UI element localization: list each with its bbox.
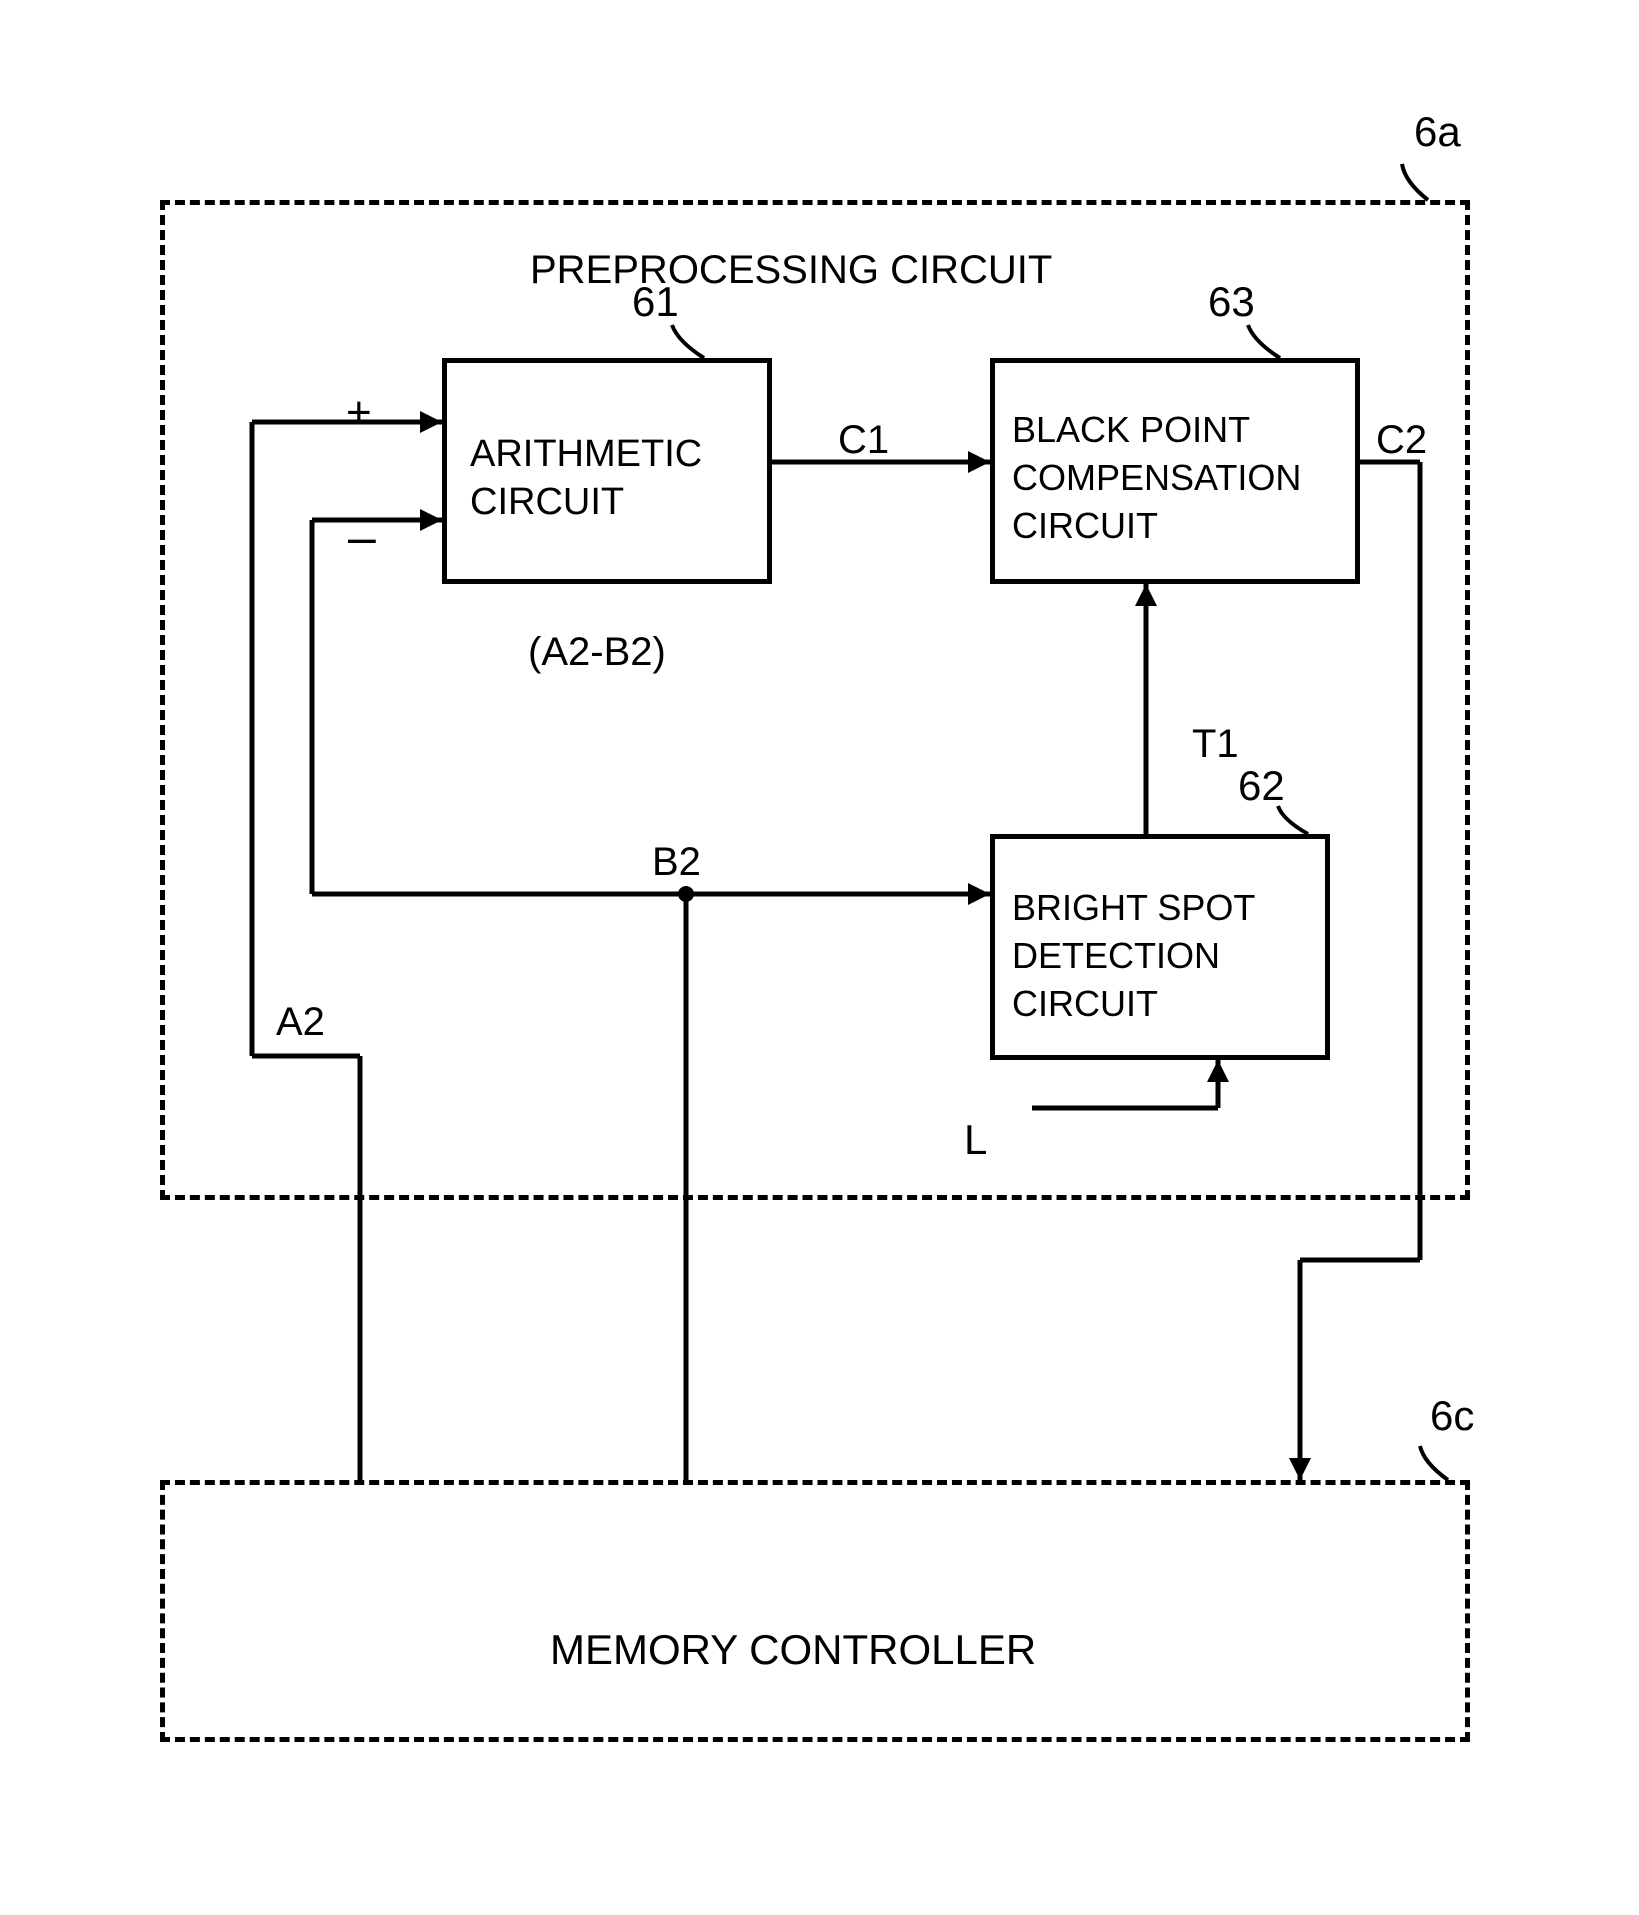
arithmetic-ref-label: 61 [632, 278, 679, 326]
signal-a2-label: A2 [276, 1000, 325, 1045]
memory-controller-container [160, 1480, 1470, 1742]
signal-b2-label: B2 [652, 840, 701, 885]
arithmetic-sublabel: (A2-B2) [528, 630, 666, 675]
arithmetic-circuit-label: ARITHMETIC CIRCUIT [470, 430, 702, 526]
bright-spot-ref-label: 62 [1238, 762, 1285, 810]
signal-c2-label: C2 [1376, 418, 1427, 463]
memory-controller-ref-label: 6c [1430, 1392, 1474, 1440]
black-point-compensation-label: BLACK POINT COMPENSATION CIRCUIT [1012, 406, 1301, 550]
minus-symbol: – [348, 508, 376, 566]
preprocessing-ref-label: 6a [1414, 108, 1461, 156]
bright-spot-detection-label: BRIGHT SPOT DETECTION CIRCUIT [1012, 884, 1255, 1028]
preprocessing-title: PREPROCESSING CIRCUIT [530, 248, 1052, 293]
black-point-ref-label: 63 [1208, 278, 1255, 326]
signal-c1-label: C1 [838, 418, 889, 463]
signal-t1-label: T1 [1192, 722, 1239, 767]
memory-controller-label: MEMORY CONTROLLER [550, 1626, 1036, 1674]
signal-l-label: L [964, 1116, 987, 1164]
plus-symbol: + [346, 388, 372, 438]
